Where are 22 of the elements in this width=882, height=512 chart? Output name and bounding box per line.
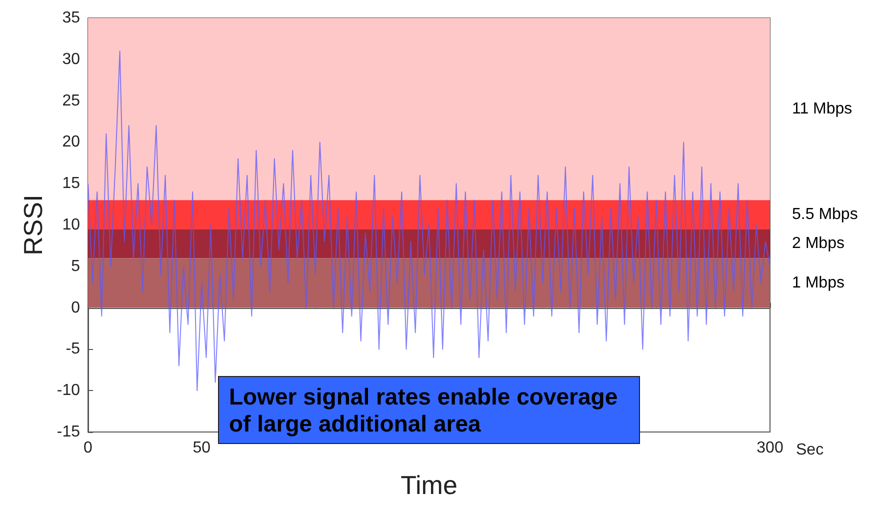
y-tick-label: -10	[56, 382, 80, 400]
text: Sec	[796, 442, 824, 458]
y-tick-label: 35	[62, 10, 80, 26]
y-tick-label: 30	[62, 50, 80, 68]
x-axis-title: Time	[400, 470, 458, 500]
x-tick-label: 300	[756, 440, 784, 456]
band-label: 2 Mbps	[792, 235, 844, 252]
band-label: 5.5 Mbps	[792, 206, 858, 224]
y-tick-label: 25	[62, 92, 80, 110]
x-tick-label: 50	[192, 440, 211, 456]
y-axis-title: RSSI	[18, 194, 48, 256]
y-tick-label: -5	[66, 340, 80, 358]
band-label: 11 Mbps	[792, 100, 852, 118]
band-label: 1 Mbps	[792, 274, 844, 292]
y-tick-label: 10	[62, 216, 80, 234]
y-tick-label: -15	[56, 424, 80, 440]
y-tick-label: 0	[71, 299, 80, 316]
y-tick-label: 5	[71, 258, 80, 275]
y-tick-label: 15	[62, 175, 80, 192]
x-tick-label: 0	[84, 440, 93, 456]
annotation: Lower signal rates enable coverage of large additional area	[229, 384, 624, 436]
y-tick-label: 20	[62, 134, 80, 151]
